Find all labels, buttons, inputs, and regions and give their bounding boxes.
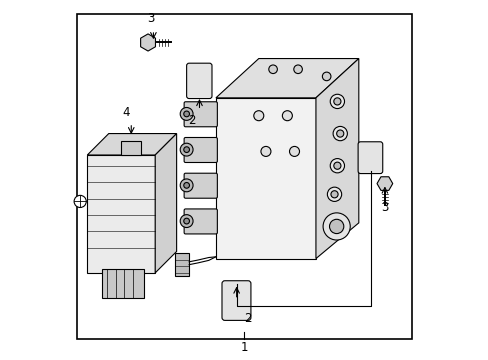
Circle shape: [326, 187, 341, 202]
Circle shape: [180, 179, 193, 192]
FancyBboxPatch shape: [121, 141, 141, 155]
Polygon shape: [376, 177, 392, 190]
Circle shape: [261, 147, 270, 157]
Circle shape: [180, 143, 193, 156]
Circle shape: [333, 162, 340, 169]
Text: 3: 3: [147, 12, 154, 25]
FancyBboxPatch shape: [184, 102, 217, 127]
Polygon shape: [175, 253, 189, 276]
Text: 4: 4: [122, 105, 130, 118]
Circle shape: [289, 147, 299, 157]
Circle shape: [323, 213, 349, 240]
Polygon shape: [315, 59, 358, 258]
Polygon shape: [102, 269, 144, 298]
Circle shape: [268, 65, 277, 73]
Circle shape: [183, 111, 189, 117]
Text: 2: 2: [187, 114, 195, 127]
Text: 2: 2: [244, 312, 251, 325]
FancyBboxPatch shape: [222, 281, 250, 320]
Polygon shape: [216, 59, 358, 98]
Circle shape: [329, 158, 344, 173]
Text: 1: 1: [240, 341, 248, 354]
Circle shape: [333, 98, 340, 105]
Polygon shape: [87, 155, 155, 273]
FancyBboxPatch shape: [184, 138, 217, 162]
Circle shape: [329, 94, 344, 109]
Circle shape: [332, 126, 346, 141]
Polygon shape: [216, 98, 315, 258]
Polygon shape: [87, 134, 176, 155]
Circle shape: [293, 65, 302, 73]
Circle shape: [183, 147, 189, 153]
FancyBboxPatch shape: [184, 209, 217, 234]
Circle shape: [180, 108, 193, 120]
FancyBboxPatch shape: [357, 142, 382, 174]
Text: 3: 3: [381, 202, 388, 215]
Circle shape: [322, 72, 330, 81]
Circle shape: [183, 183, 189, 188]
FancyBboxPatch shape: [77, 14, 411, 339]
FancyBboxPatch shape: [184, 173, 217, 198]
Polygon shape: [155, 134, 176, 273]
FancyBboxPatch shape: [186, 63, 212, 99]
Circle shape: [253, 111, 263, 121]
Circle shape: [183, 218, 189, 224]
Circle shape: [329, 219, 343, 234]
Circle shape: [74, 195, 86, 207]
Circle shape: [330, 191, 337, 198]
Circle shape: [336, 130, 343, 137]
Circle shape: [180, 215, 193, 228]
Polygon shape: [141, 34, 155, 51]
Circle shape: [282, 111, 292, 121]
